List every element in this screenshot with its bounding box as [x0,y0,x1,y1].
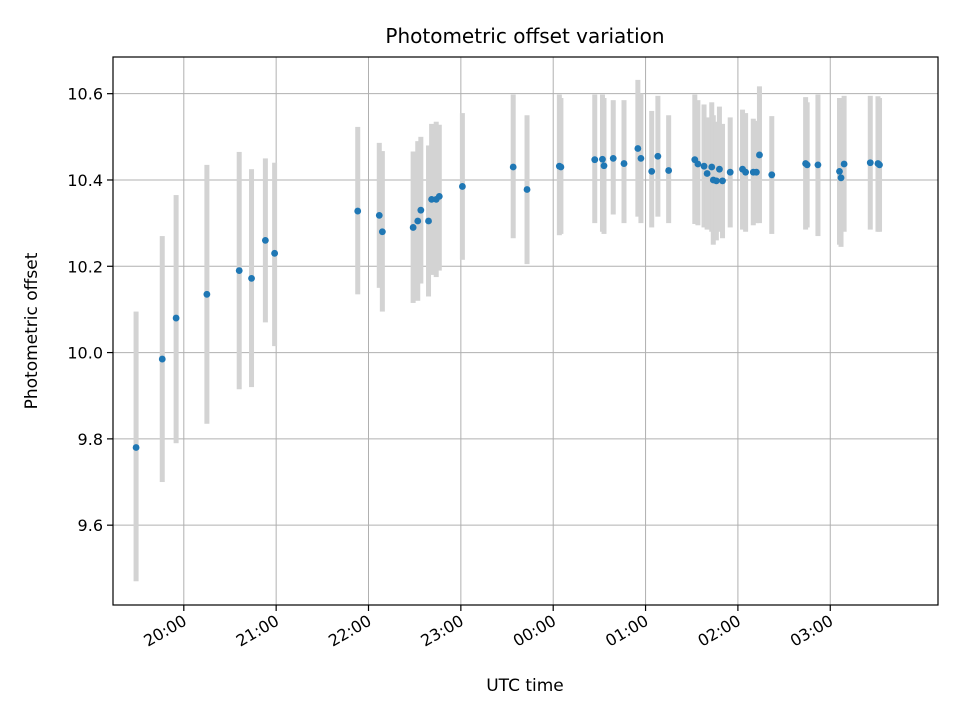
data-point [271,249,279,257]
data-point [703,170,711,177]
data-point [836,167,843,175]
data-point [634,145,642,152]
data-point [665,167,673,174]
data-point [609,155,617,162]
data-point [700,162,708,170]
data-point [654,152,662,160]
y-tick-label: 10.2 [67,257,103,276]
data-point [375,211,383,219]
y-axis-ticks: 9.6 9.8 10.0 10.2 10.4 10.6 [67,85,113,535]
data-point [158,355,166,363]
data-point [648,167,656,175]
data-point [719,177,726,185]
grid [113,57,938,605]
data-point [768,171,776,179]
data-point [248,274,255,282]
data-point [557,163,565,171]
y-tick-label: 9.6 [78,516,103,535]
data-point [756,151,763,159]
data-point [417,206,425,214]
data-point [803,161,811,169]
data-point [261,236,269,244]
data-point [726,168,734,176]
x-axis-label: UTC time [486,676,564,696]
data-point [132,444,140,451]
data-point [458,183,466,190]
chart-title: Photometric offset variation [385,24,664,48]
data-point [172,314,180,322]
data-points [132,145,883,451]
data-point [637,155,645,162]
data-point [591,156,599,164]
data-point [752,168,760,176]
y-tick-label: 9.8 [78,430,103,449]
data-point [509,163,517,171]
data-point [235,267,243,274]
y-tick-label: 10.4 [67,171,103,190]
data-point [435,192,443,200]
data-point [600,162,608,170]
data-point [837,174,845,182]
data-point [814,161,822,169]
data-point [840,160,848,168]
y-tick-label: 10.6 [67,85,103,104]
y-axis-label: Photometric offset [22,252,42,409]
data-point [523,186,531,193]
plot-frame [112,56,939,606]
data-point [378,228,386,236]
data-point [876,161,883,169]
data-point [409,224,417,231]
data-point [599,155,606,163]
data-point [712,177,720,185]
data-point [203,290,211,298]
data-point [742,168,750,176]
data-point [354,207,362,215]
data-point [866,159,874,167]
data-point [716,165,723,173]
y-tick-label: 10.0 [67,344,103,363]
data-point [694,160,702,168]
data-point [425,217,432,225]
data-point [414,217,422,225]
data-point [708,163,716,171]
data-point [620,160,628,167]
